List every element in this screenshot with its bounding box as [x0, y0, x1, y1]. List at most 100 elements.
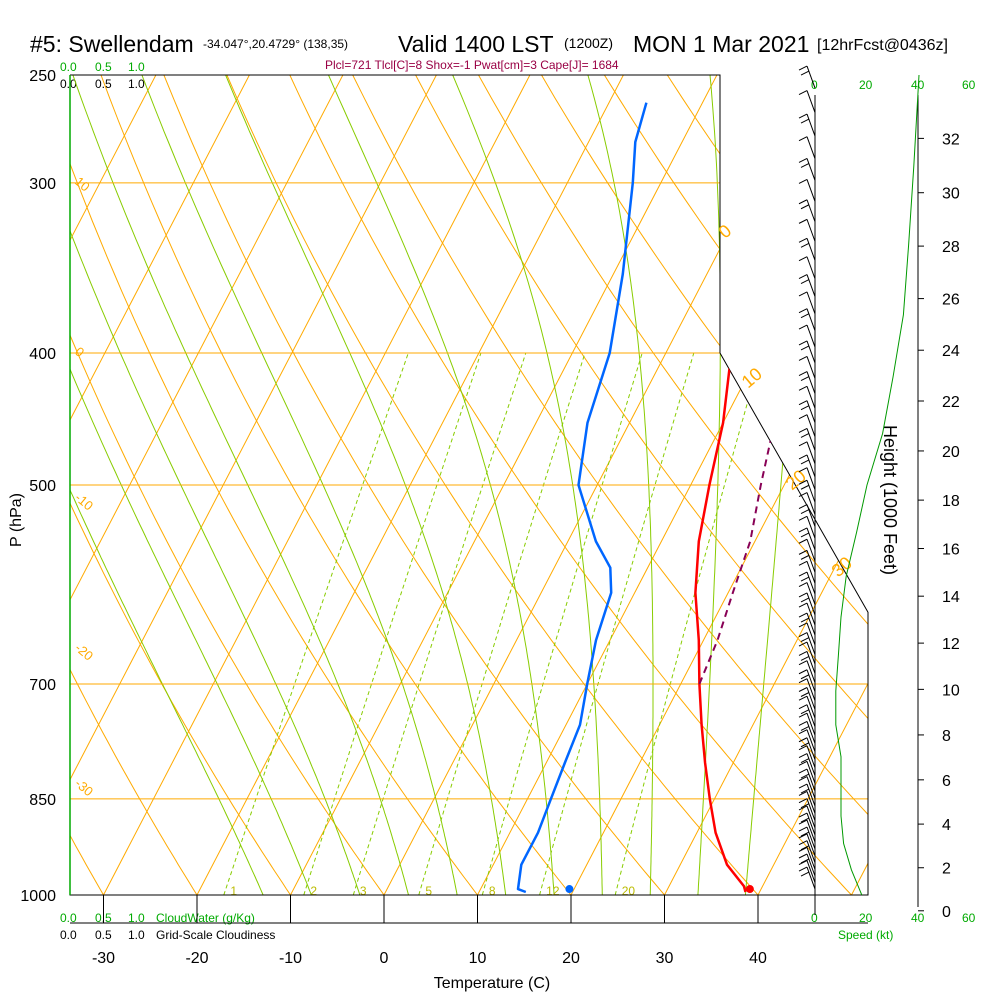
wind-barb	[798, 776, 816, 799]
wind-barb	[798, 492, 816, 515]
height-tick-label: 18	[942, 493, 960, 510]
dry-adiabat	[838, 75, 868, 895]
zulu-time: (1200Z)	[564, 35, 613, 51]
speed-tick: 40	[911, 78, 925, 92]
barb-staff	[806, 113, 816, 137]
barb-staff	[806, 414, 816, 437]
barb-feather	[800, 637, 810, 643]
barb-feather	[798, 805, 808, 811]
barb-feather	[798, 833, 808, 839]
barb-staff	[806, 812, 816, 836]
barb-staff	[806, 428, 816, 451]
dry-adiabat	[70, 75, 311, 895]
barb-feather	[800, 279, 810, 285]
barb-feather	[800, 726, 810, 731]
wind-barb	[798, 549, 816, 573]
barb-feather	[798, 745, 808, 751]
height-tick-label: 0	[942, 904, 951, 921]
barb-staff	[806, 291, 816, 315]
moist-adiabat	[132, 75, 463, 895]
mixing-ratio-label: 1	[230, 884, 237, 898]
barb-feather	[798, 687, 808, 692]
barb-staff	[806, 632, 816, 655]
barb-feather	[800, 70, 810, 76]
y-tick-label: 250	[29, 68, 56, 85]
barb-feather	[798, 790, 808, 796]
barb-feather	[800, 788, 810, 794]
barb-staff	[806, 833, 816, 857]
barb-feather	[800, 432, 810, 438]
barb-staff	[806, 467, 816, 490]
y-axis-label: P (hPa)	[8, 493, 25, 547]
barb-staff	[806, 256, 816, 279]
wind-barb	[798, 753, 816, 776]
height-tick-label: 30	[942, 186, 960, 203]
wind-barb	[798, 651, 816, 674]
dry-adiabat	[70, 75, 216, 895]
barb-feather	[800, 554, 810, 560]
barb-staff	[806, 492, 816, 515]
barb-staff	[806, 768, 816, 792]
wind-barb	[798, 729, 816, 752]
mixing-ratio-label: 12	[546, 884, 560, 898]
mixing-ratio-line	[418, 352, 586, 895]
y-tick-label: 300	[29, 176, 56, 193]
wind-barb	[798, 274, 816, 297]
barb-feather	[798, 812, 808, 818]
barb-feather	[798, 776, 808, 782]
wind-barb	[798, 768, 816, 792]
barb-feather	[800, 459, 810, 465]
barb-feather	[798, 826, 808, 832]
mixing-ratio-label: 3	[360, 884, 367, 898]
barb-feather	[798, 467, 808, 473]
barb-staff	[806, 592, 816, 616]
barb-feather	[798, 592, 808, 598]
height-tick-label: 28	[942, 239, 960, 256]
cloudwater-tick: 0.0	[60, 60, 77, 74]
barb-feather	[800, 345, 810, 351]
cloudiness-tick: 0.0	[60, 928, 77, 942]
cloudwater-label: CloudWater (g/Kg)	[156, 911, 255, 925]
barb-staff	[806, 860, 816, 883]
barb-staff	[806, 386, 816, 409]
moist-adiabat	[70, 75, 417, 895]
wind-barb	[798, 721, 816, 744]
barb-feather	[798, 622, 808, 628]
barb-staff	[806, 602, 816, 626]
barb-feather	[798, 651, 808, 656]
barb-feather	[800, 576, 810, 582]
forecast-run: [12hrFcst@0436z]	[817, 37, 948, 54]
barb-feather	[798, 641, 808, 647]
barb-staff	[806, 783, 816, 807]
wind-barb	[798, 745, 816, 768]
wind-barb	[798, 371, 816, 394]
dry-adiabat	[216, 75, 785, 895]
barb-staff	[806, 753, 816, 776]
moist-adiabat	[580, 75, 654, 895]
wind-barb	[798, 602, 816, 626]
barb-feather	[800, 692, 810, 697]
barb-feather	[798, 846, 808, 852]
dry-adiabat	[901, 51, 1000, 924]
barb-staff	[806, 582, 816, 605]
barb-feather	[800, 597, 810, 603]
barb-feather	[798, 274, 808, 280]
barb-feather	[798, 441, 808, 447]
wind-barb	[798, 256, 816, 279]
cloudiness-tick: 1.0	[128, 77, 145, 91]
wind-barb	[798, 704, 816, 727]
barb-feather	[798, 515, 808, 521]
barb-feather	[800, 858, 810, 864]
wind-barb	[798, 695, 816, 719]
grid-clip	[70, 51, 1000, 924]
barb-staff	[806, 179, 816, 202]
barb-feather	[798, 798, 808, 804]
x-axis-label: Temperature (C)	[434, 975, 550, 992]
wind-barb	[798, 467, 816, 490]
barb-staff	[806, 90, 816, 113]
dry-adiabat	[70, 75, 501, 895]
barb-feather	[800, 532, 810, 538]
x-tick-label: 30	[656, 950, 674, 967]
barb-feather	[800, 709, 810, 715]
barb-feather	[800, 871, 810, 877]
